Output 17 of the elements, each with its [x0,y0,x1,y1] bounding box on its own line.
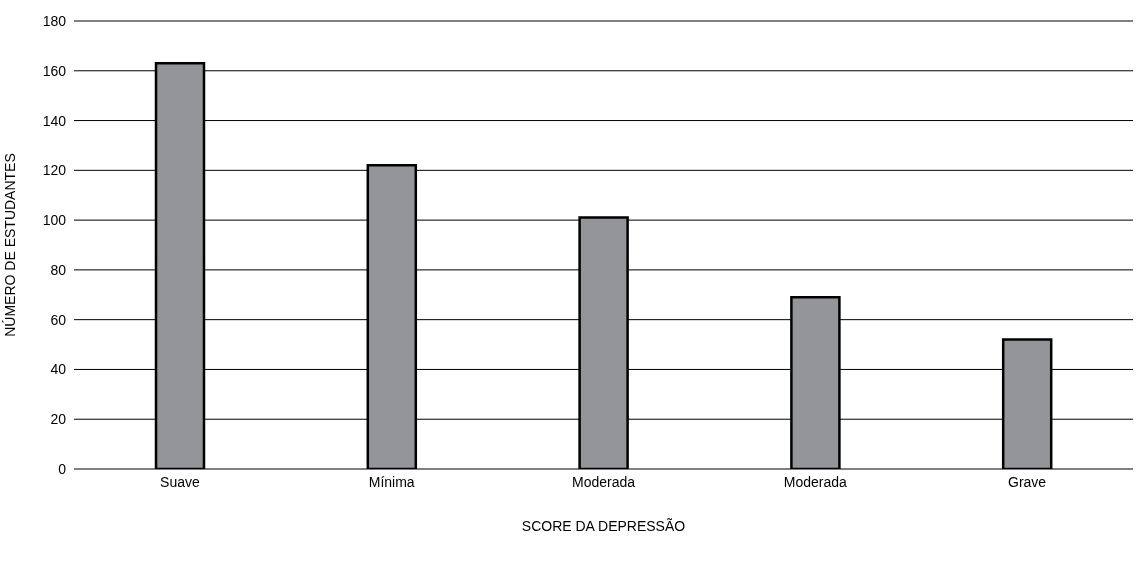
y-tick-label: 0 [58,460,67,477]
x-tick-label: Moderada [571,473,636,490]
y-tick-label: 20 [50,411,67,428]
x-tick-label: Grave [1008,473,1047,490]
y-axis-title: NÚMERO DE ESTUDANTES [1,153,18,337]
y-tick-label: 160 [42,62,67,79]
x-tick-label: Suave [160,473,200,490]
x-tick-label: Mínima [368,473,415,490]
y-tick-label: 140 [42,112,67,129]
x-tick-label: Moderada [783,473,848,490]
y-tick-label: 40 [50,361,67,378]
y-tick-label: 80 [50,261,67,278]
y-tick-label: 120 [42,162,67,179]
x-axis-title: SCORE DA DEPRESSÃO [521,518,686,534]
y-tick-label: 180 [42,12,67,29]
y-tick-label: 100 [42,212,67,229]
y-tick-label: 60 [50,311,67,328]
